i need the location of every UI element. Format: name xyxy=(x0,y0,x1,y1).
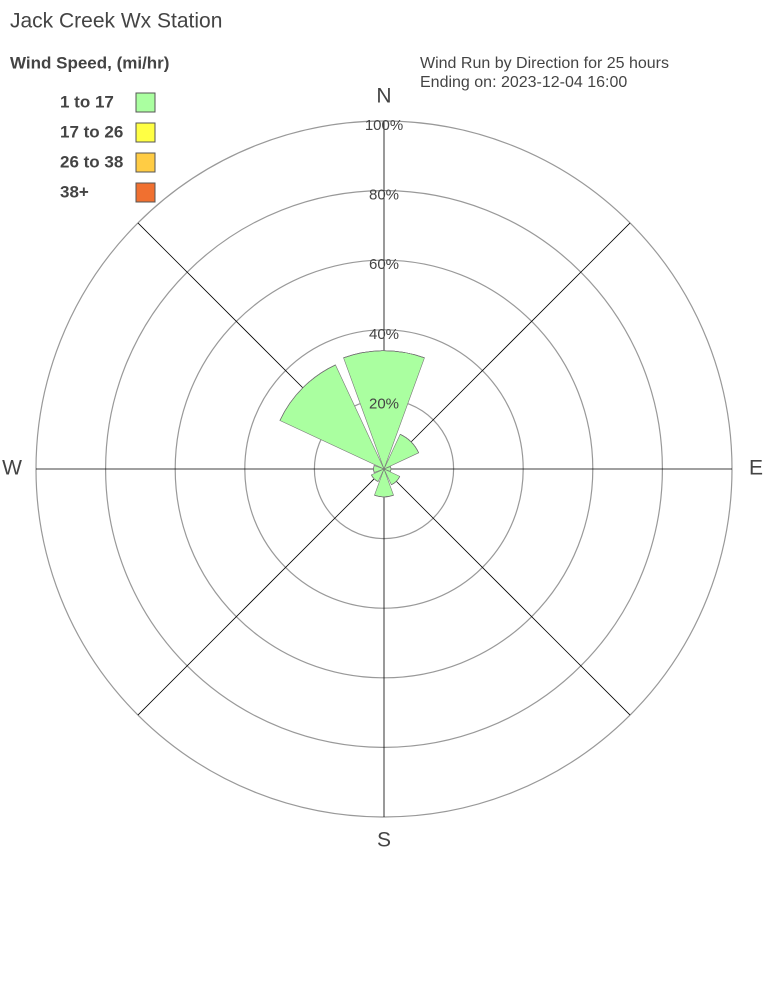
wedge xyxy=(373,465,375,473)
spoke xyxy=(383,222,631,470)
direction-label: S xyxy=(377,829,391,852)
marks xyxy=(279,350,425,498)
direction-label: W xyxy=(2,457,22,480)
r-tick-label: 40% xyxy=(369,326,399,343)
legend-label: 26 to 38 xyxy=(60,152,123,171)
wedge xyxy=(400,434,419,453)
legend-label: 38+ xyxy=(60,182,89,201)
r-tick-label: 60% xyxy=(369,256,399,273)
spoke xyxy=(383,468,631,716)
r-tick-label: 20% xyxy=(369,395,399,412)
legend-swatch xyxy=(135,92,156,113)
legend-label: 17 to 26 xyxy=(60,122,123,141)
wedge xyxy=(391,476,401,486)
direction-label: E xyxy=(749,457,763,480)
r-tick-label: 100% xyxy=(365,117,403,134)
direction-label: N xyxy=(376,85,391,108)
subtitle: Ending on: 2023-12-04 16:00 xyxy=(420,74,627,91)
chart-title: Jack Creek Wx Station xyxy=(10,10,222,33)
spoke xyxy=(137,468,385,716)
subtitle: Wind Run by Direction for 25 hours xyxy=(420,55,669,72)
legend-label: 1 to 17 xyxy=(60,92,114,111)
legend-title: Wind Speed, (mi/hr) xyxy=(10,53,169,72)
legend-swatch xyxy=(135,152,156,173)
legend-swatch xyxy=(135,122,156,143)
labels: 20% 40% 60% 80% 100% N E S W xyxy=(2,85,763,852)
legend-swatch xyxy=(135,182,156,203)
r-tick-label: 80% xyxy=(369,187,399,204)
wedge xyxy=(371,474,379,482)
